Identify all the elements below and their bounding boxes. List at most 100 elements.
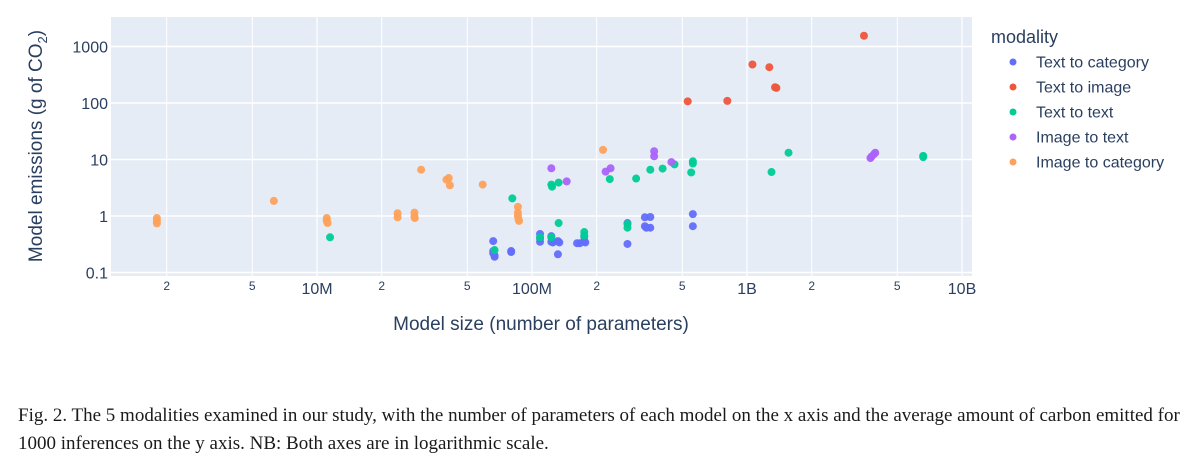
y-axis-label-end: ) [26, 30, 47, 36]
x-minor-tick-label: 2 [378, 279, 385, 293]
data-point[interactable] [688, 159, 697, 168]
data-point[interactable] [658, 164, 667, 173]
data-point[interactable] [553, 250, 562, 259]
data-point[interactable] [772, 83, 781, 92]
legend-marker-icon [1009, 108, 1017, 116]
data-point[interactable] [562, 177, 571, 186]
legend-item[interactable]: Text to category [1009, 55, 1149, 72]
data-point[interactable] [393, 213, 402, 222]
legend-marker-icon [1009, 58, 1017, 66]
data-point[interactable] [417, 165, 426, 174]
data-point[interactable] [536, 233, 545, 242]
y-tick-label: 1000 [72, 40, 108, 57]
scatter-chart: 2 5 2 5 2 5 2 5 10M 100M 1B 10B 0.1 1 10 100 1000 Model… [26, 17, 1164, 335]
data-point[interactable] [581, 238, 590, 247]
data-point[interactable] [548, 182, 557, 191]
gridlines [111, 17, 972, 276]
data-point[interactable] [748, 60, 757, 69]
data-point[interactable] [547, 164, 556, 173]
data-point[interactable] [646, 165, 655, 174]
data-point[interactable] [554, 219, 563, 228]
data-point[interactable] [784, 148, 793, 157]
legend-item[interactable]: Text to text [1009, 105, 1114, 122]
data-point[interactable] [688, 222, 697, 231]
y-tick-label: 1 [99, 209, 108, 226]
data-point[interactable] [646, 213, 655, 222]
data-point[interactable] [580, 231, 589, 240]
data-point[interactable] [444, 174, 453, 183]
legend-item[interactable]: Image to text [1009, 130, 1130, 147]
data-point[interactable] [513, 202, 522, 211]
x-axis-label: Model size (number of parameters) [393, 314, 689, 335]
y-axis-ticks: 0.1 1 10 100 1000 [72, 40, 108, 283]
legend-title: modality [991, 27, 1058, 47]
legend-marker-icon [1009, 83, 1017, 91]
data-points [152, 31, 928, 261]
data-point[interactable] [554, 178, 563, 187]
data-point[interactable] [683, 97, 692, 106]
data-point[interactable] [632, 174, 641, 183]
x-minor-tick-label: 5 [464, 279, 471, 293]
x-minor-tick-label: 2 [808, 279, 815, 293]
data-point[interactable] [490, 252, 499, 261]
data-point[interactable] [646, 223, 655, 232]
x-major-tick-label: 100M [512, 281, 552, 298]
data-point[interactable] [323, 219, 332, 228]
data-point[interactable] [688, 210, 697, 219]
data-point[interactable] [152, 219, 161, 228]
data-point[interactable] [623, 223, 632, 232]
data-point[interactable] [765, 63, 774, 72]
data-point[interactable] [650, 152, 659, 161]
x-minor-tick-label: 2 [593, 279, 600, 293]
legend: modality Text to category Text to image Te… [991, 27, 1164, 172]
data-point[interactable] [871, 148, 880, 157]
data-point[interactable] [623, 239, 632, 248]
data-point[interactable] [919, 153, 928, 162]
legend-label: Text to text [1036, 105, 1114, 122]
data-point[interactable] [445, 181, 454, 190]
y-axis-label-subscript: 2 [35, 36, 50, 43]
data-point[interactable] [547, 233, 556, 242]
x-axis-ticks: 2 5 2 5 2 5 2 5 10M 100M 1B 10B [163, 279, 976, 298]
data-point[interactable] [410, 214, 419, 223]
x-minor-tick-label: 5 [679, 279, 686, 293]
data-point[interactable] [605, 175, 614, 184]
data-point[interactable] [490, 246, 499, 255]
y-tick-label: 0.1 [86, 266, 108, 283]
legend-item[interactable]: Image to category [1009, 155, 1165, 172]
y-tick-label: 100 [81, 96, 108, 113]
x-minor-tick-label: 2 [163, 279, 170, 293]
data-point[interactable] [478, 180, 487, 189]
series-text-to-text [326, 148, 928, 255]
data-point[interactable] [606, 164, 615, 173]
data-point[interactable] [555, 238, 564, 247]
series-image-to-text [547, 147, 880, 186]
x-major-tick-label: 1B [737, 281, 757, 298]
data-point[interactable] [508, 194, 517, 203]
x-minor-tick-label: 5 [249, 279, 256, 293]
legend-label: Image to text [1036, 130, 1129, 147]
legend-label: Image to category [1036, 155, 1164, 172]
data-point[interactable] [667, 158, 676, 167]
data-point[interactable] [507, 248, 516, 257]
legend-label: Text to image [1036, 80, 1131, 97]
figure-caption: Fig. 2. The 5 modalities examined in our… [18, 405, 1180, 454]
x-minor-tick-label: 5 [894, 279, 901, 293]
legend-label: Text to category [1036, 55, 1149, 72]
data-point[interactable] [326, 233, 335, 242]
y-axis-label: Model emissions (g of CO2) [26, 30, 50, 262]
data-point[interactable] [767, 168, 776, 177]
legend-item[interactable]: Text to image [1009, 80, 1132, 97]
data-point[interactable] [859, 31, 868, 40]
data-point[interactable] [489, 237, 498, 246]
y-axis-label-main: Model emissions (g of CO [26, 43, 47, 262]
data-point[interactable] [514, 216, 523, 225]
data-point[interactable] [687, 168, 696, 177]
y-tick-label: 10 [90, 153, 108, 170]
data-point[interactable] [269, 196, 278, 205]
legend-marker-icon [1009, 158, 1017, 166]
data-point[interactable] [599, 145, 608, 154]
x-major-tick-label: 10B [948, 281, 976, 298]
data-point[interactable] [723, 96, 732, 105]
x-major-tick-label: 10M [301, 281, 332, 298]
